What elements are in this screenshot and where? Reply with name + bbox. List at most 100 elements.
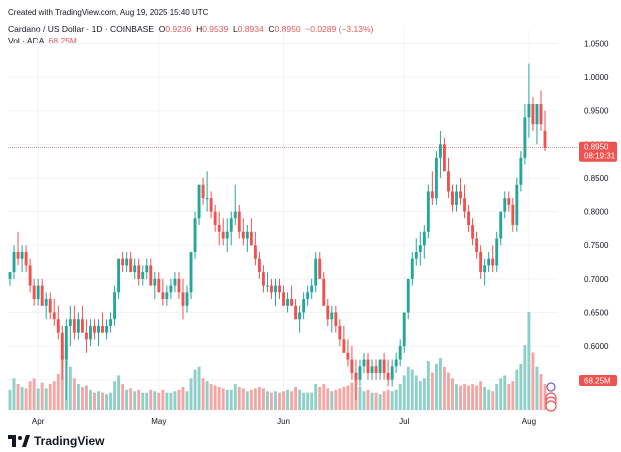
- price-tick-label: 0.7000: [584, 275, 609, 284]
- volume-bar: [161, 389, 165, 410]
- volume-bar: [137, 389, 141, 410]
- candle-body: [362, 359, 366, 367]
- candle-body: [451, 191, 454, 205]
- candle-body: [173, 278, 177, 286]
- volume-bar: [24, 388, 28, 410]
- candle-body: [241, 231, 245, 239]
- candle-body: [523, 117, 527, 158]
- candle-body: [374, 366, 378, 374]
- volume-bar: [133, 391, 137, 410]
- volume-bar: [169, 392, 173, 410]
- volume-bar: [270, 392, 273, 410]
- candle-body: [261, 272, 265, 286]
- time-tick-label: Apr: [32, 417, 45, 426]
- volume-bar: [76, 384, 80, 410]
- volume-bar: [129, 388, 133, 410]
- candle-body: [80, 319, 84, 333]
- volume-bar: [467, 385, 471, 410]
- price-tick-label: 0.8000: [584, 208, 609, 217]
- volume-bar: [543, 384, 547, 410]
- candle-body: [133, 265, 137, 273]
- price-tick-label: 0.6500: [584, 308, 609, 317]
- price-tick-label: 0.8500: [584, 174, 609, 183]
- price-tick-label: 0.7500: [584, 241, 609, 250]
- candle-body: [406, 278, 410, 313]
- volume-bar: [527, 312, 531, 410]
- candle-body: [515, 184, 519, 226]
- volume-bar: [451, 378, 454, 410]
- candle-body: [414, 251, 418, 259]
- candle-body: [298, 312, 302, 320]
- low-value: 0.8934: [237, 24, 264, 34]
- volume-bar: [68, 366, 72, 410]
- event-marker-icon[interactable]: [545, 400, 557, 412]
- volume-bar: [109, 392, 113, 410]
- price-tick-label: 1.0000: [584, 73, 609, 82]
- candle-body: [422, 231, 426, 246]
- open-label: O: [158, 24, 166, 34]
- high-label: H: [196, 24, 203, 34]
- lightning-marker-icon[interactable]: [546, 382, 556, 392]
- candle-body: [64, 325, 68, 360]
- volume-bar: [362, 391, 366, 410]
- volume-bar: [28, 381, 32, 410]
- candle-body: [410, 258, 414, 279]
- volume-bar: [294, 386, 298, 410]
- candle-body: [270, 285, 273, 293]
- volume-bar: [197, 366, 201, 410]
- volume-bar: [181, 386, 185, 410]
- candle-body: [290, 299, 294, 306]
- volume-bar: [334, 389, 338, 410]
- low-label: L: [232, 24, 238, 34]
- candle-body: [189, 251, 193, 293]
- tradingview-logo[interactable]: TradingView: [8, 434, 104, 448]
- candle-body: [402, 312, 406, 347]
- volume-bar: [253, 388, 257, 410]
- volume-bar: [390, 391, 394, 410]
- volume-bar: [56, 373, 60, 410]
- grid-lines: [8, 30, 558, 410]
- price-axis[interactable]: 0.55000.60000.65000.70000.75000.80000.85…: [584, 39, 609, 384]
- volume-bar: [475, 385, 479, 410]
- volume-value: 68.25M: [48, 36, 78, 46]
- volume-bar: [72, 378, 76, 410]
- candle-body: [8, 272, 12, 279]
- candle-body: [52, 312, 56, 320]
- candle-body: [76, 319, 80, 333]
- volume-bar: [306, 392, 310, 410]
- candle-body: [181, 292, 185, 306]
- candle-body: [157, 278, 161, 293]
- time-axis[interactable]: Apr May Jun Jul Aug: [32, 417, 536, 426]
- candle-body: [475, 238, 479, 252]
- candle-body: [89, 325, 92, 340]
- candle-body: [354, 373, 358, 380]
- candle-body: [342, 339, 346, 353]
- volume-bar: [430, 372, 434, 410]
- candle-body: [418, 245, 422, 252]
- volume-bar: [213, 385, 217, 410]
- symbol-title: Cardano / US Dollar · 1D · COINBASE: [8, 24, 154, 34]
- candle-body: [153, 278, 157, 286]
- volume-bar: [117, 375, 121, 410]
- volume-bar: [52, 381, 56, 410]
- candle-body: [346, 352, 350, 360]
- volume-bar: [141, 392, 145, 410]
- event-markers[interactable]: [545, 382, 557, 412]
- volume-bar: [350, 382, 354, 410]
- candle-body: [334, 312, 338, 326]
- volume-bar: [471, 384, 475, 410]
- last-volume-label: 68.25M: [584, 377, 611, 386]
- volume-bar: [535, 366, 539, 410]
- volume-bar: [209, 384, 213, 410]
- tradingview-logo-icon: [8, 435, 30, 447]
- candle-body: [12, 251, 16, 273]
- volume-bar: [165, 392, 169, 410]
- volume-bar: [60, 355, 64, 410]
- volume-bar: [491, 391, 495, 410]
- change-value: −0.0289 (−3.13%): [305, 24, 374, 34]
- candle-body: [278, 285, 281, 293]
- candle-body: [274, 285, 277, 293]
- volume-bar: [499, 378, 503, 410]
- candle-body: [479, 251, 483, 273]
